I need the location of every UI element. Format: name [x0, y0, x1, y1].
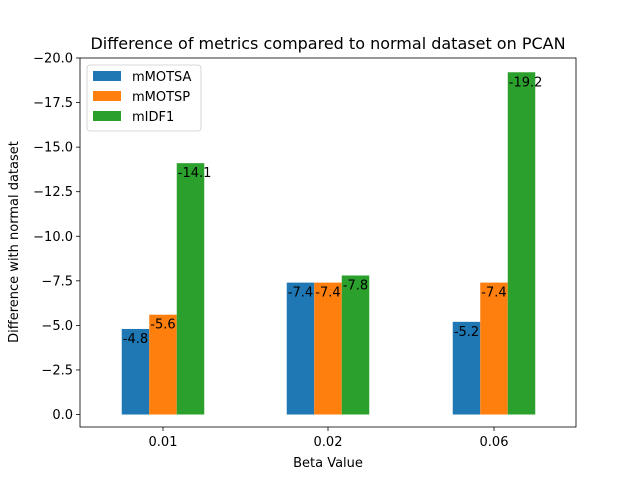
bar-mmotsp-0.02: [314, 282, 342, 415]
bar-mmotsa-0.01: [121, 328, 150, 415]
legend-label-midf1: mIDF1: [132, 110, 174, 125]
data-labels-layer: -4.8-7.4-5.2-5.6-7.4 -7.4-14.1-7.8-19.2: [123, 75, 543, 347]
y-tick-label: 0.0: [52, 408, 73, 423]
y-tick-label: −12.5: [33, 185, 73, 200]
bar-midf1-0.02: [341, 275, 370, 415]
y-tick-label: −5.0: [41, 319, 73, 334]
bar-mmotsa-0.06: [452, 321, 481, 415]
legend-label-mmotsa: mMOTSA: [132, 70, 192, 85]
legend-swatch-midf1: [93, 111, 121, 121]
bar-mmotsp-0.06: [480, 282, 508, 415]
data-label-midf1-0.02: -7.8: [343, 278, 368, 293]
y-tick-label: −20.0: [33, 52, 73, 67]
bar-mmotsa-0.02: [286, 282, 315, 415]
chart-title: Difference of metrics compared to normal…: [90, 34, 565, 53]
x-axis: 0.01 0.02 0.06: [149, 427, 509, 450]
legend-swatch-mmotsp: [93, 91, 121, 101]
y-axis: 0.0 −2.5 −5.0 −7.5 −10.0 −12.5 −15.0 −17.5 −20.0: [33, 52, 80, 423]
data-label-midf1-0.01: -14.1: [178, 166, 212, 181]
legend-swatch-mmotsa: [93, 71, 121, 81]
data-label-mmotsp-0.01: -5.6: [150, 318, 175, 333]
y-axis-label: Difference with normal dataset: [7, 141, 22, 343]
data-label-mmotsp-0.02: -7.4: [315, 286, 340, 301]
y-tick-label: −17.5: [33, 96, 73, 111]
data-label-mmotsa-0.06: -5.2: [454, 325, 479, 340]
legend: mMOTSA mMOTSP mIDF1: [86, 64, 202, 132]
legend-label-mmotsp: mMOTSP: [132, 90, 190, 105]
data-label-mmotsa-0.02: -7.4: [288, 286, 313, 301]
y-tick-label: −2.5: [41, 363, 73, 378]
data-label-midf1-0.06: -19.2: [509, 75, 543, 90]
bar-midf1-0.06: [507, 72, 536, 415]
x-axis-label: Beta Value: [293, 456, 363, 471]
bars-layer: [121, 72, 536, 415]
bar-midf1-0.01: [176, 163, 205, 415]
x-tick-label: 0.01: [149, 435, 178, 450]
y-tick-label: −7.5: [41, 274, 73, 289]
data-label-mmotsa-0.01: -4.8: [123, 332, 148, 347]
data-label-mmotsp-0.06: -7.4: [481, 286, 506, 301]
y-tick-label: −10.0: [33, 230, 73, 245]
x-tick-label: 0.02: [314, 435, 343, 450]
y-tick-label: −15.0: [33, 141, 73, 156]
bar-mmotsp-0.01: [149, 314, 177, 415]
x-tick-label: 0.06: [480, 435, 509, 450]
